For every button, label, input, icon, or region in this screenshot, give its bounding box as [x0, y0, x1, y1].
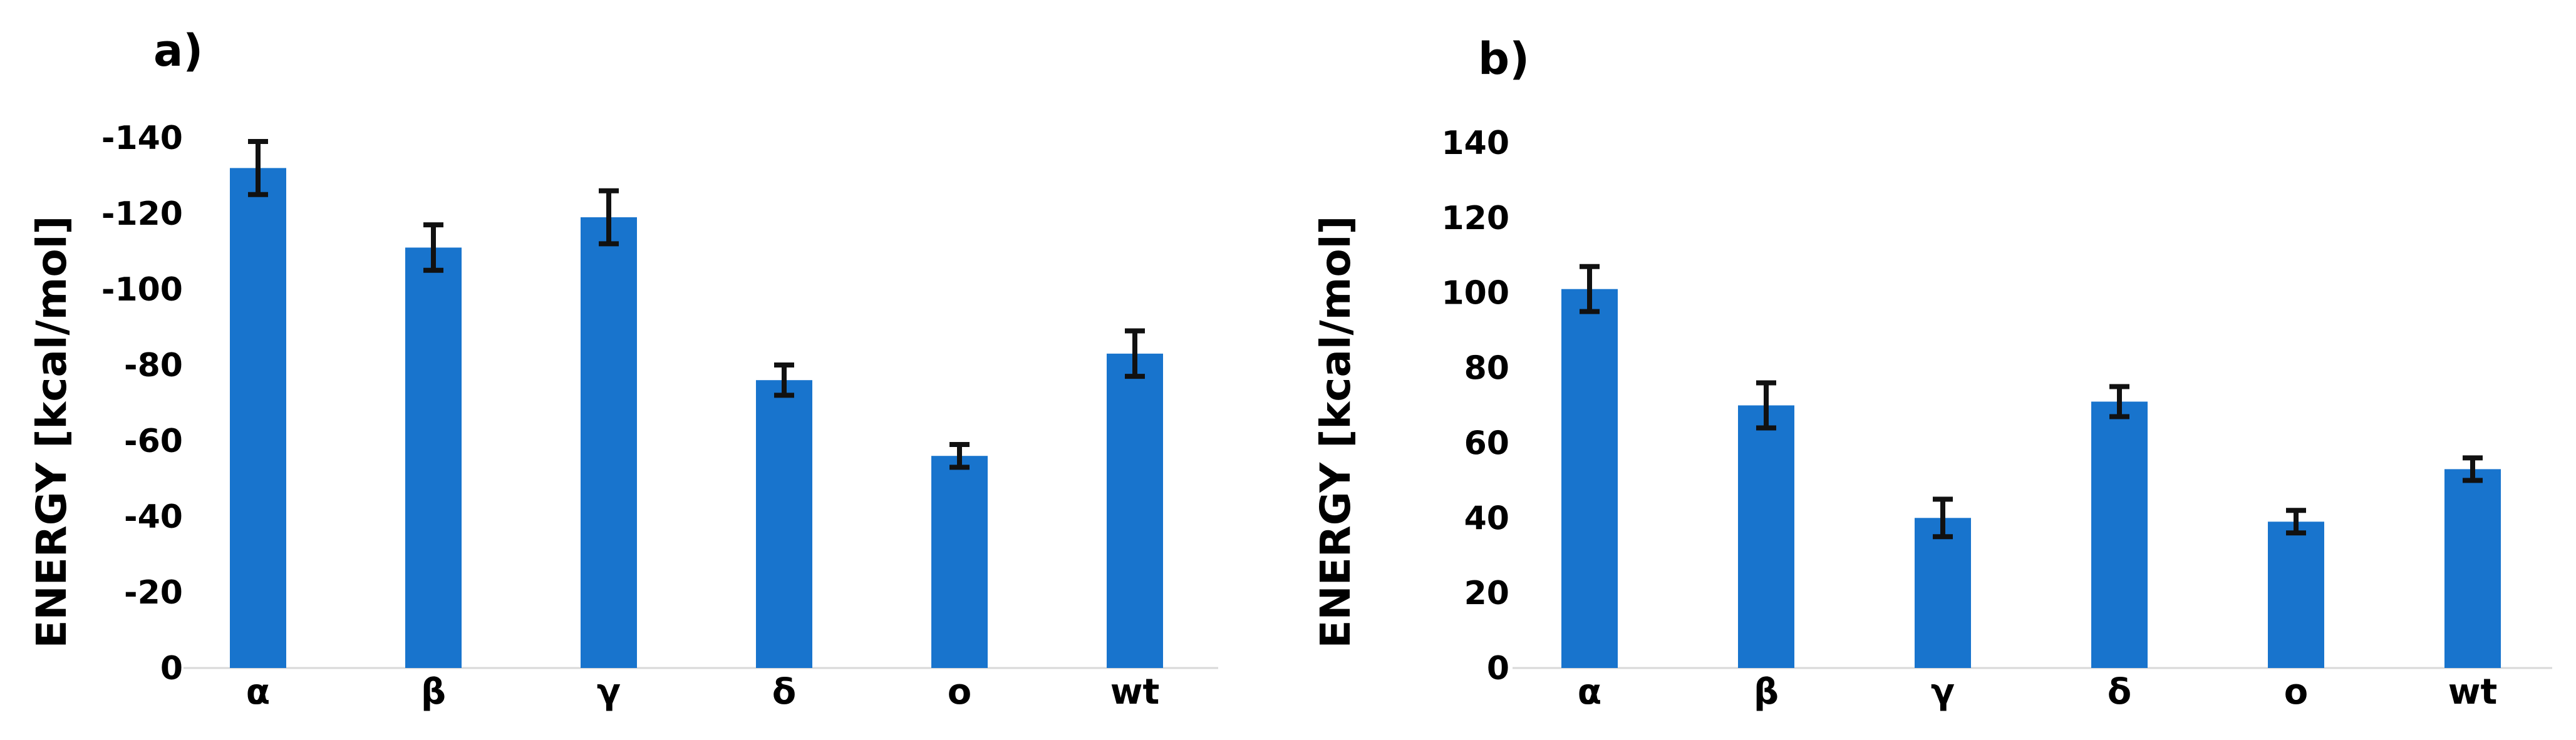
- error-bar-a: [248, 139, 268, 197]
- y-tick-label-b: 0: [1487, 650, 1509, 687]
- error-bar-b: [1756, 380, 1776, 431]
- bar-a: [230, 168, 286, 668]
- x-tick-label-a: α: [246, 672, 270, 712]
- y-tick-label-a: -120: [101, 195, 183, 233]
- bar-a: [405, 247, 462, 668]
- y-tick-label-b: 140: [1441, 125, 1509, 162]
- bar-b: [1561, 289, 1618, 668]
- error-bar-a: [1125, 328, 1145, 379]
- error-bar-b: [2463, 455, 2483, 483]
- panel-label-a: a): [153, 25, 203, 76]
- bar-a: [581, 217, 637, 668]
- y-tick-label-a: -80: [124, 347, 183, 384]
- x-tick-label-a: o: [948, 672, 971, 712]
- chart-panel-b: b) ENERGY [kcal/mol] 0 20 40 60 80 100 120 140 α…: [1311, 33, 2552, 712]
- error-bar-b: [2109, 384, 2129, 419]
- y-tick-label-a: 0: [160, 650, 183, 687]
- bar-b: [1738, 405, 1794, 668]
- x-tick-label-b: wt: [2448, 672, 2498, 712]
- error-bar-a: [949, 442, 970, 470]
- x-tick-label-b: o: [2284, 672, 2308, 712]
- y-tick-label-b: 120: [1441, 200, 1509, 237]
- error-bar-a: [599, 188, 619, 247]
- panel-label-b: b): [1478, 33, 1529, 85]
- y-tick-label-a: -40: [124, 498, 183, 536]
- x-tick-label-a: wt: [1110, 672, 1160, 712]
- x-tick-label-b: δ: [2108, 672, 2131, 712]
- bar-a: [756, 380, 812, 668]
- bar-a: [1107, 353, 1163, 668]
- x-tick-label-a: γ: [597, 672, 621, 712]
- y-tick-label-a: -20: [124, 574, 183, 612]
- y-tick-label-b: 20: [1464, 575, 1509, 612]
- error-bar-b: [2286, 508, 2306, 536]
- error-bar-b: [1933, 496, 1953, 540]
- y-tick-label-a: -100: [101, 271, 183, 309]
- y-tick-label-b: 100: [1441, 275, 1509, 312]
- error-bar-a: [774, 362, 794, 398]
- error-bar-b: [1580, 264, 1600, 314]
- bar-b: [2268, 522, 2324, 668]
- y-tick-label-b: 80: [1464, 350, 1509, 388]
- x-tick-label-a: β: [421, 672, 446, 712]
- bar-a: [931, 456, 988, 668]
- x-tick-label-b: β: [1754, 672, 1779, 712]
- y-axis-label-b: ENERGY [kcal/mol]: [1311, 215, 1360, 648]
- bar-b: [1915, 518, 1971, 668]
- y-tick-label-a: -60: [124, 423, 183, 460]
- y-axis-label-a: ENERGY [kcal/mol]: [28, 215, 76, 648]
- bar-b: [2444, 469, 2501, 668]
- y-tick-label-a: -140: [101, 120, 183, 157]
- x-tick-label-a: δ: [772, 672, 796, 712]
- error-bar-a: [423, 222, 443, 273]
- y-tick-label-b: 40: [1464, 500, 1509, 537]
- x-tick-label-b: γ: [1931, 672, 1955, 712]
- x-tick-label-b: α: [1578, 672, 1601, 712]
- y-tick-label-b: 60: [1464, 424, 1509, 462]
- bar-b: [2091, 401, 2148, 668]
- chart-panel-a: a) ENERGY [kcal/mol] 0 -20 -40 -60 -80 -100 -1…: [28, 25, 1218, 712]
